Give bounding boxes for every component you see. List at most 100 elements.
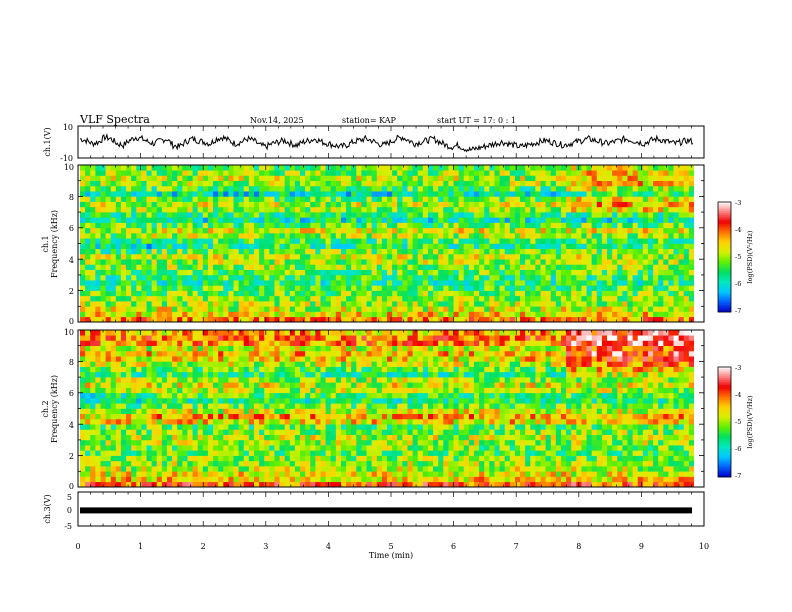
spectrogram-cell (161, 248, 168, 255)
spectrogram-cell (335, 285, 342, 291)
spectrogram-cell (412, 274, 419, 281)
spectrogram-cell (120, 264, 127, 270)
spectrogram-cell (596, 180, 603, 187)
spectrogram-cell (458, 170, 465, 176)
spectrogram-cell (264, 180, 270, 187)
spectrogram-cell (207, 455, 214, 462)
spectrogram-cell (177, 243, 183, 250)
spectrogram-cell (305, 280, 311, 286)
spectrogram-cell (120, 253, 127, 260)
spectrogram-cell (596, 191, 603, 197)
colorbar-step (718, 279, 731, 282)
spectrogram-cell (479, 316, 485, 323)
spectrogram-cell (156, 170, 163, 176)
colorbar-step (718, 310, 731, 313)
spectrogram-cell (509, 466, 516, 472)
spectrogram-cell (351, 185, 357, 192)
spectrogram-cell (673, 175, 680, 181)
spectrogram-cell (489, 175, 495, 181)
spectrogram-cell (284, 316, 291, 323)
spectrogram-cell (320, 180, 326, 187)
spectrogram-cell (427, 253, 434, 260)
spectrogram-cell (85, 175, 91, 181)
spectrogram-cell (499, 259, 506, 265)
spectrogram-cell (642, 238, 649, 244)
ch2-spectrogram-cells (80, 330, 704, 488)
spectrogram-cell (571, 217, 577, 223)
spectrogram-cell (484, 316, 490, 323)
spectrogram-cell (253, 274, 260, 281)
spectrogram-cell (607, 295, 613, 302)
spectrogram-cell (560, 311, 567, 318)
spectrogram-cell (177, 222, 183, 229)
spectrogram-cell (115, 434, 122, 441)
spectrogram-cell (612, 248, 618, 255)
spectrogram-cell (300, 476, 306, 483)
spectrogram-cell (504, 185, 511, 192)
spectrogram-cell (407, 201, 413, 208)
spectrogram-cell (530, 455, 536, 462)
spectrogram-cell (653, 460, 659, 467)
spectrogram-cell (448, 180, 454, 187)
spectrogram-cell (146, 201, 153, 208)
spectrogram-cell (458, 274, 465, 281)
spectrogram-cell (612, 301, 618, 307)
spectrogram-cell (131, 217, 137, 223)
spectrogram-cell (351, 238, 357, 244)
spectrogram-cell (407, 316, 413, 323)
spectrogram-cell (172, 455, 178, 462)
spectrogram-cell (120, 222, 127, 229)
spectrogram-cell (422, 180, 429, 187)
spectrogram-cell (453, 269, 460, 276)
spectrogram-cell (622, 233, 628, 239)
spectrogram-cell (248, 301, 255, 307)
spectrogram-cell (141, 185, 147, 192)
spectrogram-cell (141, 445, 147, 451)
spectrogram-cell (601, 460, 608, 467)
spectrogram-cell (289, 233, 296, 239)
spectrogram-cell (110, 460, 117, 467)
spectrogram-cell (448, 476, 454, 483)
spectrogram-cell (607, 253, 613, 260)
spectrogram-cell (586, 301, 593, 307)
spectrogram-cell (310, 481, 316, 488)
spectrogram-cell (146, 301, 153, 307)
spectrogram-cell (443, 450, 449, 456)
spectrogram-cell (535, 466, 541, 472)
spectrogram-cell (228, 212, 234, 218)
spectrogram-cell (259, 471, 265, 477)
spectrogram-cell (473, 180, 480, 187)
spectrogram-cell (172, 196, 178, 202)
spectrogram-cell (520, 201, 526, 208)
spectrogram-cell (617, 295, 623, 302)
spectrogram-cell (545, 165, 552, 171)
spectrogram-cell (274, 259, 280, 265)
spectrogram-cell (387, 222, 393, 229)
spectrogram-cell (612, 290, 618, 297)
spectrogram-cell (126, 217, 132, 223)
spectrogram-cell (207, 185, 214, 192)
spectrogram-cell (560, 222, 567, 229)
spectrogram-cell (161, 264, 168, 270)
spectrogram-cell (330, 222, 337, 229)
spectrogram-cell (479, 471, 485, 477)
spectrogram-cell (259, 316, 265, 323)
spectrogram-cell (422, 227, 429, 234)
spectrogram-cell (668, 476, 674, 483)
spectrogram-cell (207, 466, 214, 472)
spectrogram-cell (294, 170, 301, 176)
spectrogram-cell (473, 445, 480, 451)
spectrogram-cell (207, 248, 214, 255)
spectrogram-cell (688, 445, 695, 451)
spectrogram-cell (540, 306, 547, 312)
spectrogram-cell (243, 191, 250, 197)
spectrogram-cell (110, 439, 117, 446)
spectrogram-cell (223, 238, 229, 244)
spectrogram-cell (612, 476, 618, 483)
spectrogram-cell (136, 259, 142, 265)
spectrogram-cell (438, 243, 444, 250)
spectrogram-cell (448, 290, 454, 297)
spectrogram-cell (310, 185, 316, 192)
spectrogram-cell (80, 274, 86, 281)
